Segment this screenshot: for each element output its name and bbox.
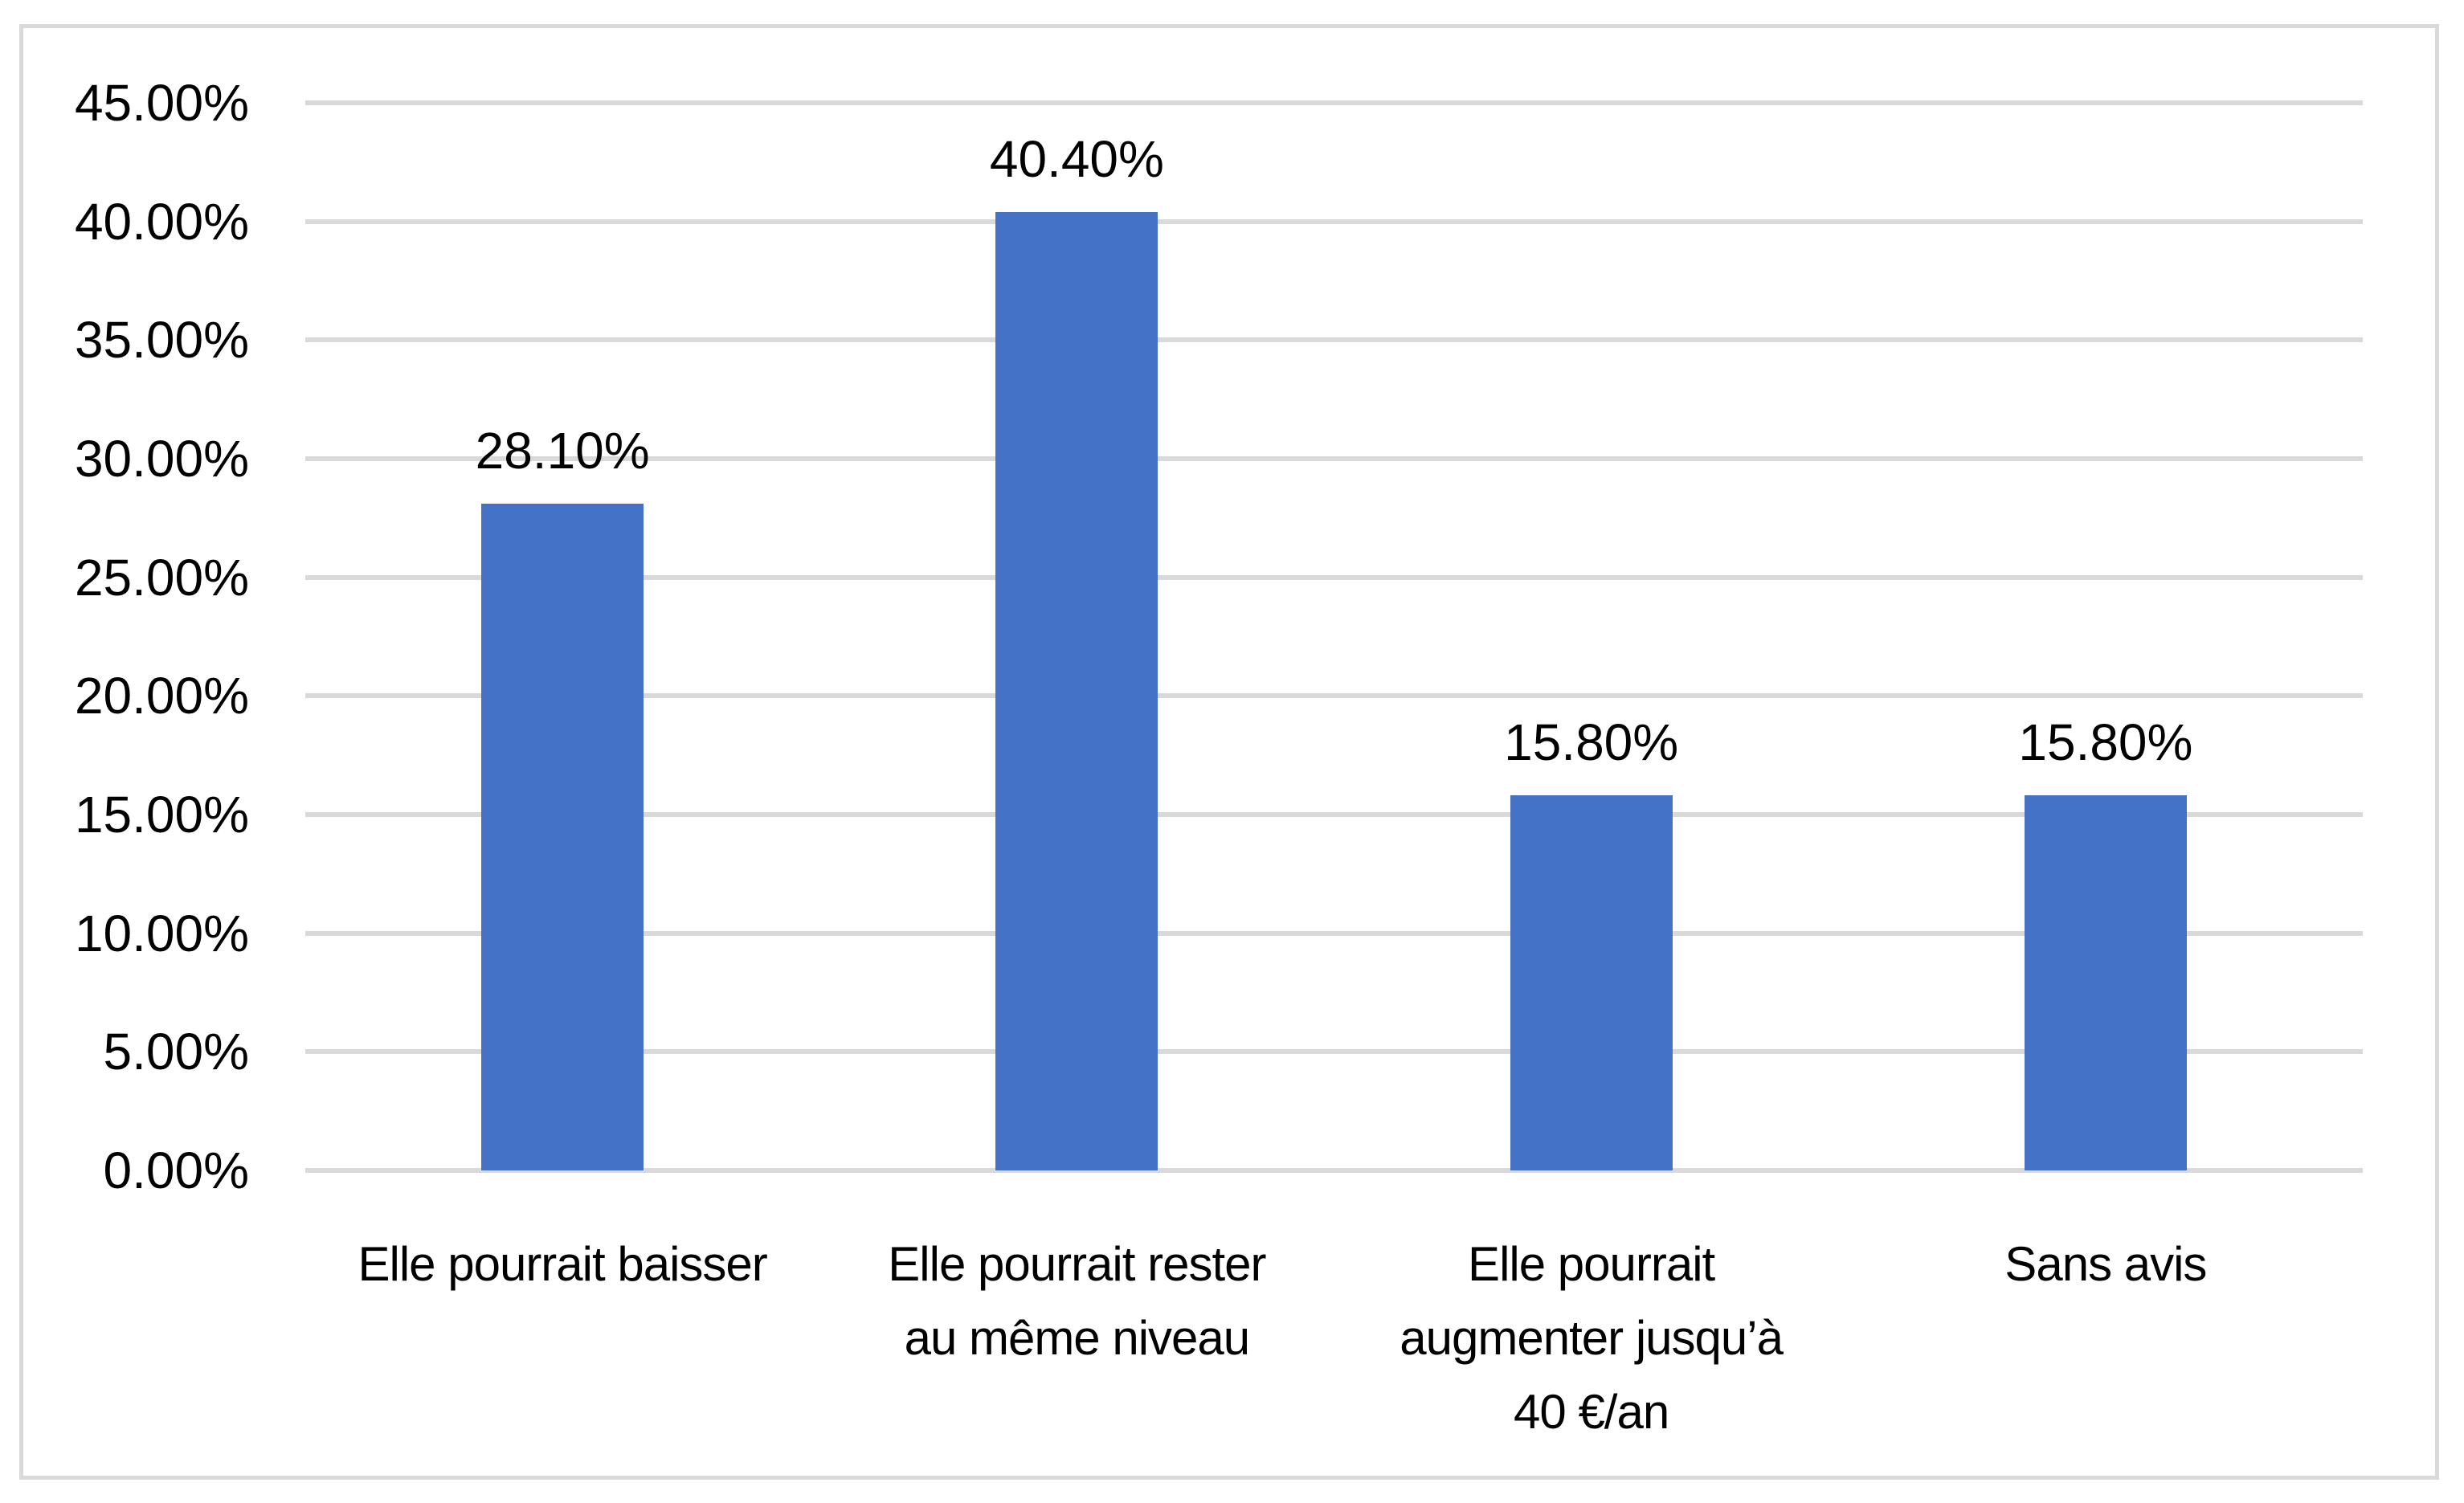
x-axis-category-label-line: Sans avis — [2004, 1237, 2207, 1291]
bar — [2024, 795, 2187, 1170]
bar-data-label: 28.10% — [475, 422, 650, 480]
gridline — [305, 1049, 2363, 1055]
y-axis-tick-label: 5.00% — [103, 1023, 249, 1081]
y-axis-tick-label: 20.00% — [74, 667, 249, 725]
x-axis-category-label: Sans avis — [2004, 1227, 2207, 1301]
gridline — [305, 1168, 2363, 1173]
x-axis-category-label-line: au même niveau — [904, 1311, 1251, 1365]
bar-data-label: 15.80% — [1504, 713, 1679, 772]
x-axis-category-label-line: augmenter jusqu’à — [1400, 1311, 1784, 1365]
y-axis-tick-label: 30.00% — [74, 430, 249, 488]
y-axis-tick-label: 35.00% — [74, 311, 249, 370]
bar-data-label: 15.80% — [2018, 713, 2193, 772]
bar-data-label: 40.40% — [989, 129, 1164, 188]
gridline — [305, 100, 2363, 105]
bar — [481, 504, 644, 1170]
x-axis-category-label: Elle pourrait baisser — [358, 1227, 768, 1301]
x-axis-category-label-line: 40 €/an — [1514, 1385, 1669, 1439]
bar — [1510, 795, 1673, 1170]
y-axis-tick-label: 40.00% — [74, 192, 249, 251]
gridline — [305, 574, 2363, 580]
gridline — [305, 812, 2363, 817]
x-axis-category-label: Elle pourrait augmenter jusqu’à 40 €/an — [1400, 1227, 1784, 1449]
gridline — [305, 337, 2363, 343]
bar — [995, 211, 1158, 1170]
gridline — [305, 693, 2363, 699]
x-axis-category-label-line: Elle pourrait — [1468, 1237, 1715, 1291]
y-axis-tick-label: 25.00% — [74, 548, 249, 607]
y-axis-tick-label: 0.00% — [103, 1142, 249, 1199]
y-axis-tick-label: 45.00% — [74, 74, 249, 132]
x-axis-category-label-line: Elle pourrait baisser — [358, 1237, 768, 1291]
gridline — [305, 930, 2363, 936]
x-axis-category-label-line: Elle pourrait rester — [888, 1237, 1266, 1291]
x-axis-category-label: Elle pourrait rester au même niveau — [888, 1227, 1266, 1375]
gridline — [305, 219, 2363, 224]
gridline — [305, 456, 2363, 461]
y-axis-tick-label: 10.00% — [74, 904, 249, 962]
chart-frame: 0.00% 5.00% 10.00% 15.00% 20.00% 25.00% 30.00%… — [19, 24, 2439, 1480]
y-axis-tick-label: 15.00% — [74, 786, 249, 843]
